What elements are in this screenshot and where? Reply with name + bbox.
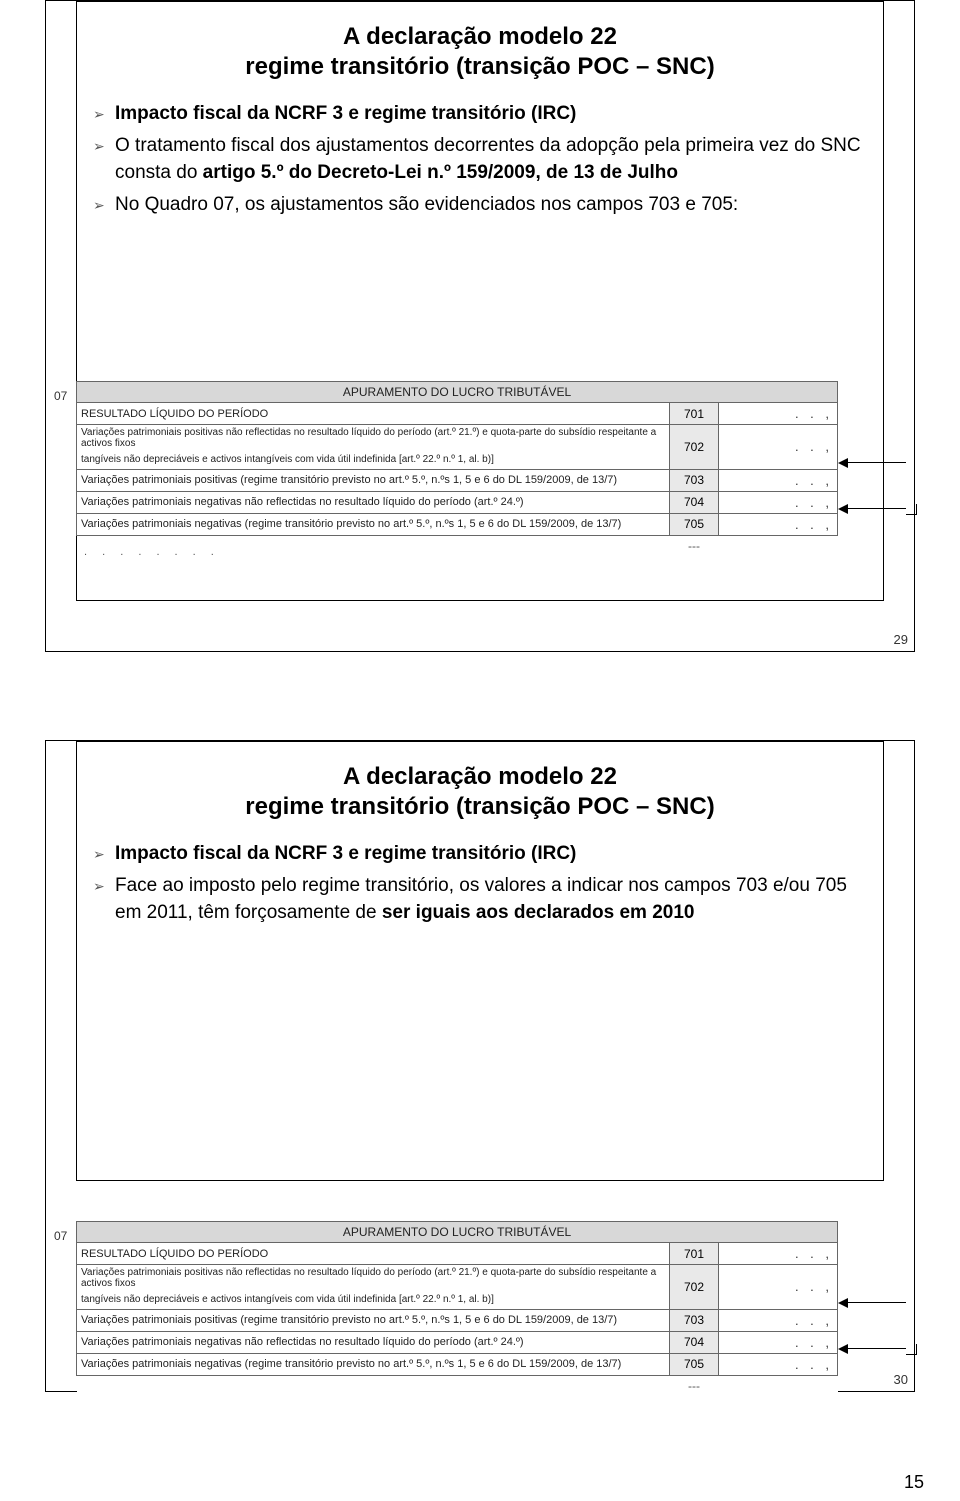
bullet-marker-icon: ➢ [93, 872, 115, 896]
row-label: Variações patrimoniais positivas (regime… [77, 1309, 670, 1331]
slide-1-b2-strong: artigo 5.º do Decreto-Lei n.º 159/2009, … [203, 162, 678, 183]
table-header-row: APURAMENTO DO LUCRO TRIBUTÁVEL [77, 1222, 838, 1243]
slide-2-bullet-2-text: Face ao imposto pelo regime transitório,… [115, 872, 867, 927]
dash-code: --- [670, 1375, 719, 1396]
row-code: 703 [670, 1309, 719, 1331]
slide-1-number: 29 [894, 632, 908, 647]
dash-right [719, 1375, 838, 1396]
quadro-07-label: 07 [54, 389, 67, 403]
arrow-705-icon [846, 508, 906, 509]
bullet-marker-icon: ➢ [93, 100, 115, 124]
row-code: 702 [670, 1265, 719, 1310]
slide-1-bullet-3: ➢ No Quadro 07, os ajustamentos são evid… [93, 191, 867, 219]
row-code: 705 [670, 1353, 719, 1375]
dash-code: --- [670, 535, 719, 556]
table-dash-row: --- [77, 1375, 838, 1396]
quadro-07-label: 07 [54, 1229, 67, 1243]
row-label: RESULTADO LÍQUIDO DO PERÍODO [77, 403, 670, 425]
page: A declaração modelo 22 regime transitóri… [0, 0, 960, 1501]
row-code: 705 [670, 513, 719, 535]
row-code: 701 [670, 403, 719, 425]
row-code: 704 [670, 491, 719, 513]
table-row: RESULTADO LÍQUIDO DO PERÍODO 701 . . , [77, 403, 838, 425]
arrow-merge-icon [906, 504, 917, 515]
bullet-marker-icon: ➢ [93, 191, 115, 215]
table-row: Variações patrimoniais negativas (regime… [77, 1353, 838, 1375]
slide-1: A declaração modelo 22 regime transitóri… [45, 0, 915, 652]
slide-1-title-l2: regime transitório (transição POC – SNC) [245, 53, 714, 80]
page-number: 15 [904, 1472, 924, 1493]
row-sublabel: tangíveis não depreciáveis e activos int… [77, 1292, 670, 1309]
slide-1-bullet-2: ➢ O tratamento fiscal dos ajustamentos d… [93, 132, 867, 187]
row-value: . . , [719, 469, 838, 491]
slide-1-bullet-3-text: No Quadro 07, os ajustamentos são eviden… [115, 191, 738, 219]
table-row: Variações patrimoniais negativas (regime… [77, 513, 838, 535]
dash-right [719, 535, 838, 556]
row-value: . . , [719, 1353, 838, 1375]
row-label: Variações patrimoniais positivas não ref… [77, 1265, 670, 1293]
table-header: APURAMENTO DO LUCRO TRIBUTÁVEL [77, 1222, 838, 1243]
slide-2-title: A declaração modelo 22 regime transitóri… [93, 762, 867, 822]
slide-2-title-l1: A declaração modelo 22 [343, 763, 617, 790]
slide-1-bullet-1: ➢ Impacto fiscal da NCRF 3 e regime tran… [93, 100, 867, 128]
bullet-marker-icon: ➢ [93, 840, 115, 864]
table-row: RESULTADO LÍQUIDO DO PERÍODO 701 . . , [77, 1243, 838, 1265]
row-value: . . , [719, 513, 838, 535]
slide-1-title: A declaração modelo 22 regime transitóri… [93, 22, 867, 82]
arrow-703-icon [846, 1302, 906, 1303]
row-label: Variações patrimoniais negativas não ref… [77, 1331, 670, 1353]
slide-2-table-wrap: APURAMENTO DO LUCRO TRIBUTÁVEL RESULTADO… [76, 1221, 838, 1396]
slide-1-bullets: ➢ Impacto fiscal da NCRF 3 e regime tran… [93, 100, 867, 218]
slide-1-table-wrap: APURAMENTO DO LUCRO TRIBUTÁVEL RESULTADO… [76, 381, 838, 556]
slide-2-bullet-2: ➢ Face ao imposto pelo regime transitóri… [93, 872, 867, 927]
slide-2-b2-strong: ser iguais aos declarados em 2010 [382, 902, 695, 923]
table-row: Variações patrimoniais negativas não ref… [77, 1331, 838, 1353]
slide-2-number: 30 [894, 1372, 908, 1387]
slide-1-title-l1: A declaração modelo 22 [343, 23, 617, 50]
table-header: APURAMENTO DO LUCRO TRIBUTÁVEL [77, 382, 838, 403]
table-header-row: APURAMENTO DO LUCRO TRIBUTÁVEL [77, 382, 838, 403]
slide-1-bullet-2-text: O tratamento fiscal dos ajustamentos dec… [115, 132, 867, 187]
row-code: 702 [670, 425, 719, 470]
table-row: Variações patrimoniais positivas não ref… [77, 425, 838, 453]
table-row: Variações patrimoniais negativas não ref… [77, 491, 838, 513]
arrow-703-icon [846, 462, 906, 463]
row-value: . . , [719, 1265, 838, 1310]
slide-2-inner: A declaração modelo 22 regime transitóri… [76, 741, 884, 1181]
slide-2-bullet-1: ➢ Impacto fiscal da NCRF 3 e regime tran… [93, 840, 867, 868]
row-value: . . , [719, 491, 838, 513]
row-value: . . , [719, 425, 838, 470]
row-label: Variações patrimoniais positivas (regime… [77, 469, 670, 491]
slide-2-bullets: ➢ Impacto fiscal da NCRF 3 e regime tran… [93, 840, 867, 927]
row-code: 703 [670, 469, 719, 491]
arrow-merge-icon [906, 1344, 917, 1355]
row-value: . . , [719, 1331, 838, 1353]
row-label: Variações patrimoniais positivas não ref… [77, 425, 670, 453]
table-row: Variações patrimoniais positivas (regime… [77, 1309, 838, 1331]
quadro-07-table: APURAMENTO DO LUCRO TRIBUTÁVEL RESULTADO… [76, 1221, 838, 1396]
row-label: RESULTADO LÍQUIDO DO PERÍODO [77, 1243, 670, 1265]
row-sublabel: tangíveis não depreciáveis e activos int… [77, 452, 670, 469]
row-value: . . , [719, 1243, 838, 1265]
dash-left [77, 1375, 670, 1396]
row-code: 701 [670, 1243, 719, 1265]
arrow-705-icon [846, 1348, 906, 1349]
row-label: Variações patrimoniais negativas (regime… [77, 1353, 670, 1375]
row-value: . . , [719, 1309, 838, 1331]
bullet-marker-icon: ➢ [93, 132, 115, 156]
slide-2-bullet-1-text: Impacto fiscal da NCRF 3 e regime transi… [115, 840, 576, 868]
ellipsis-icon: . . . . . . . . [84, 546, 220, 558]
slide-1-bullet-1-text: Impacto fiscal da NCRF 3 e regime transi… [115, 100, 576, 128]
row-label: Variações patrimoniais negativas não ref… [77, 491, 670, 513]
row-code: 704 [670, 1331, 719, 1353]
row-label: Variações patrimoniais negativas (regime… [77, 513, 670, 535]
quadro-07-table: APURAMENTO DO LUCRO TRIBUTÁVEL RESULTADO… [76, 381, 838, 556]
table-row: Variações patrimoniais positivas não ref… [77, 1265, 838, 1293]
slide-2-title-l2: regime transitório (transição POC – SNC) [245, 793, 714, 820]
slide-2: A declaração modelo 22 regime transitóri… [45, 740, 915, 1392]
table-row: Variações patrimoniais positivas (regime… [77, 469, 838, 491]
row-value: . . , [719, 403, 838, 425]
